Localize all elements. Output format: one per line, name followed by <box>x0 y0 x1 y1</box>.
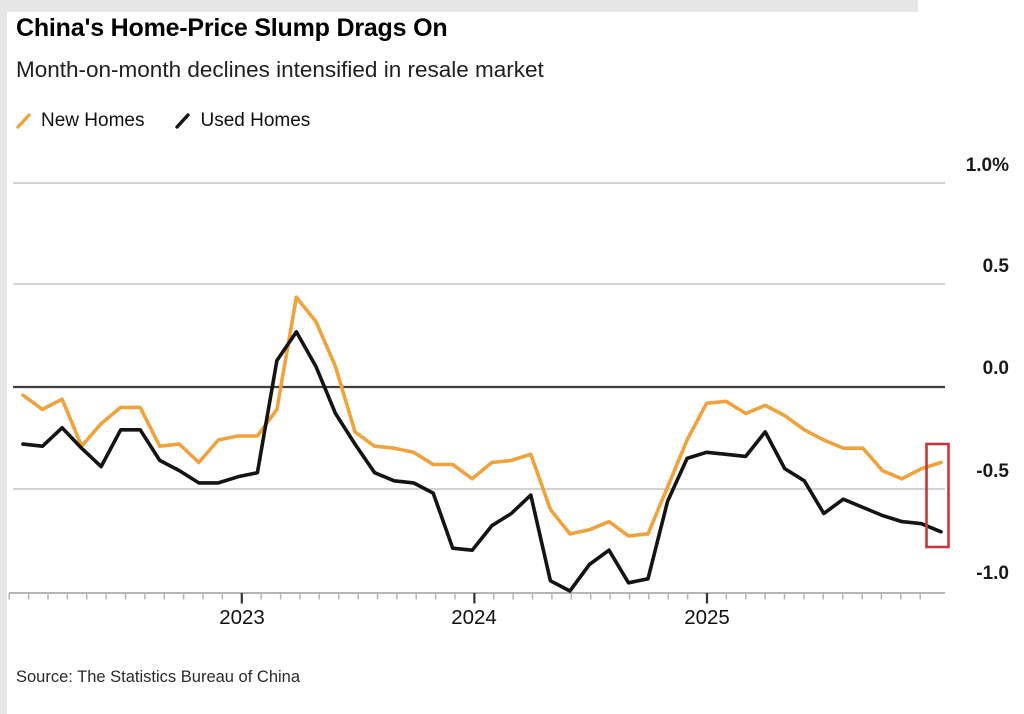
legend-item-new-homes: New Homes <box>15 110 144 132</box>
x-label-2025: 2025 <box>684 606 730 629</box>
page-frame-top <box>0 0 918 12</box>
chart-title: China's Home-Price Slump Drags On <box>16 14 448 42</box>
used-homes-slash-icon <box>175 113 191 129</box>
source-note: Source: The Statistics Bureau of China <box>16 668 301 686</box>
latest-data-highlight-box <box>925 442 950 549</box>
used-homes-line <box>21 330 943 593</box>
series-lines <box>21 295 943 593</box>
legend-label-new-homes: New Homes <box>41 110 145 131</box>
y-label-1.0: 1.0% <box>966 155 1009 176</box>
y-label-neg1.0: -1.0 <box>976 563 1009 584</box>
x-axis-ticks <box>8 593 921 604</box>
new-homes-line <box>21 295 943 538</box>
legend: New Homes Used Homes <box>15 110 310 132</box>
page-frame-left <box>0 0 7 714</box>
legend-label-used-homes: Used Homes <box>200 110 311 131</box>
x-label-2024: 2024 <box>451 606 497 629</box>
y-label-0.5: 0.5 <box>983 256 1010 277</box>
y-label-neg0.5: -0.5 <box>976 461 1009 482</box>
y-label-0.0: 0.0 <box>983 358 1009 379</box>
legend-item-used-homes: Used Homes <box>174 110 310 132</box>
new-homes-slash-icon <box>16 113 31 129</box>
x-label-2023: 2023 <box>219 606 265 629</box>
chart-subtitle: Month-on-month declines intensified in r… <box>16 57 544 82</box>
